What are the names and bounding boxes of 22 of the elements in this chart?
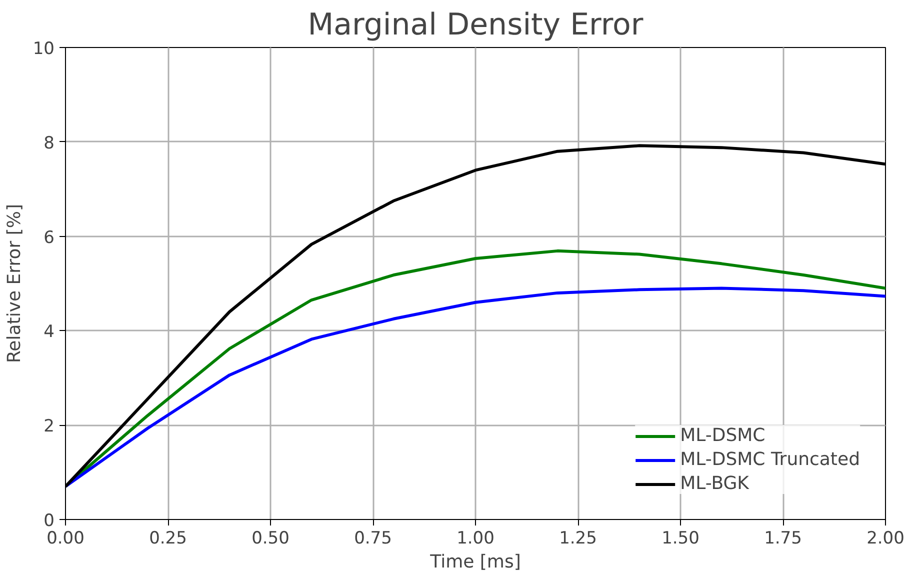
y-tick-label: 0: [44, 511, 55, 531]
y-tick-label: 4: [44, 322, 55, 342]
x-tick-label: 0.25: [149, 528, 187, 548]
y-tick-label: 6: [44, 228, 55, 248]
y-axis-title: Relative Error [%]: [4, 204, 25, 364]
x-tick-label: 1.25: [559, 528, 597, 548]
legend-label: ML-BGK: [680, 473, 749, 494]
x-tick-label: 1.75: [764, 528, 802, 548]
y-tick-label: 8: [44, 133, 55, 154]
x-tick-label: 0.00: [46, 528, 84, 548]
legend-label: ML-DSMC Truncated: [680, 449, 860, 470]
x-tick-label: 1.00: [456, 528, 494, 548]
y-tick-label: 10: [32, 39, 55, 59]
x-tick-label: 0.75: [354, 528, 392, 548]
x-tick-label: 1.50: [662, 528, 700, 548]
x-tick-label: 2.00: [866, 528, 904, 548]
y-tick-label: 2: [44, 416, 55, 437]
line-series: [66, 286, 886, 488]
x-axis-title: Time [ms]: [429, 552, 521, 572]
legend-label: ML-DSMC: [680, 425, 766, 446]
x-tick-label: 0.50: [252, 528, 290, 548]
chart-title: Marginal Density Error: [308, 8, 644, 42]
